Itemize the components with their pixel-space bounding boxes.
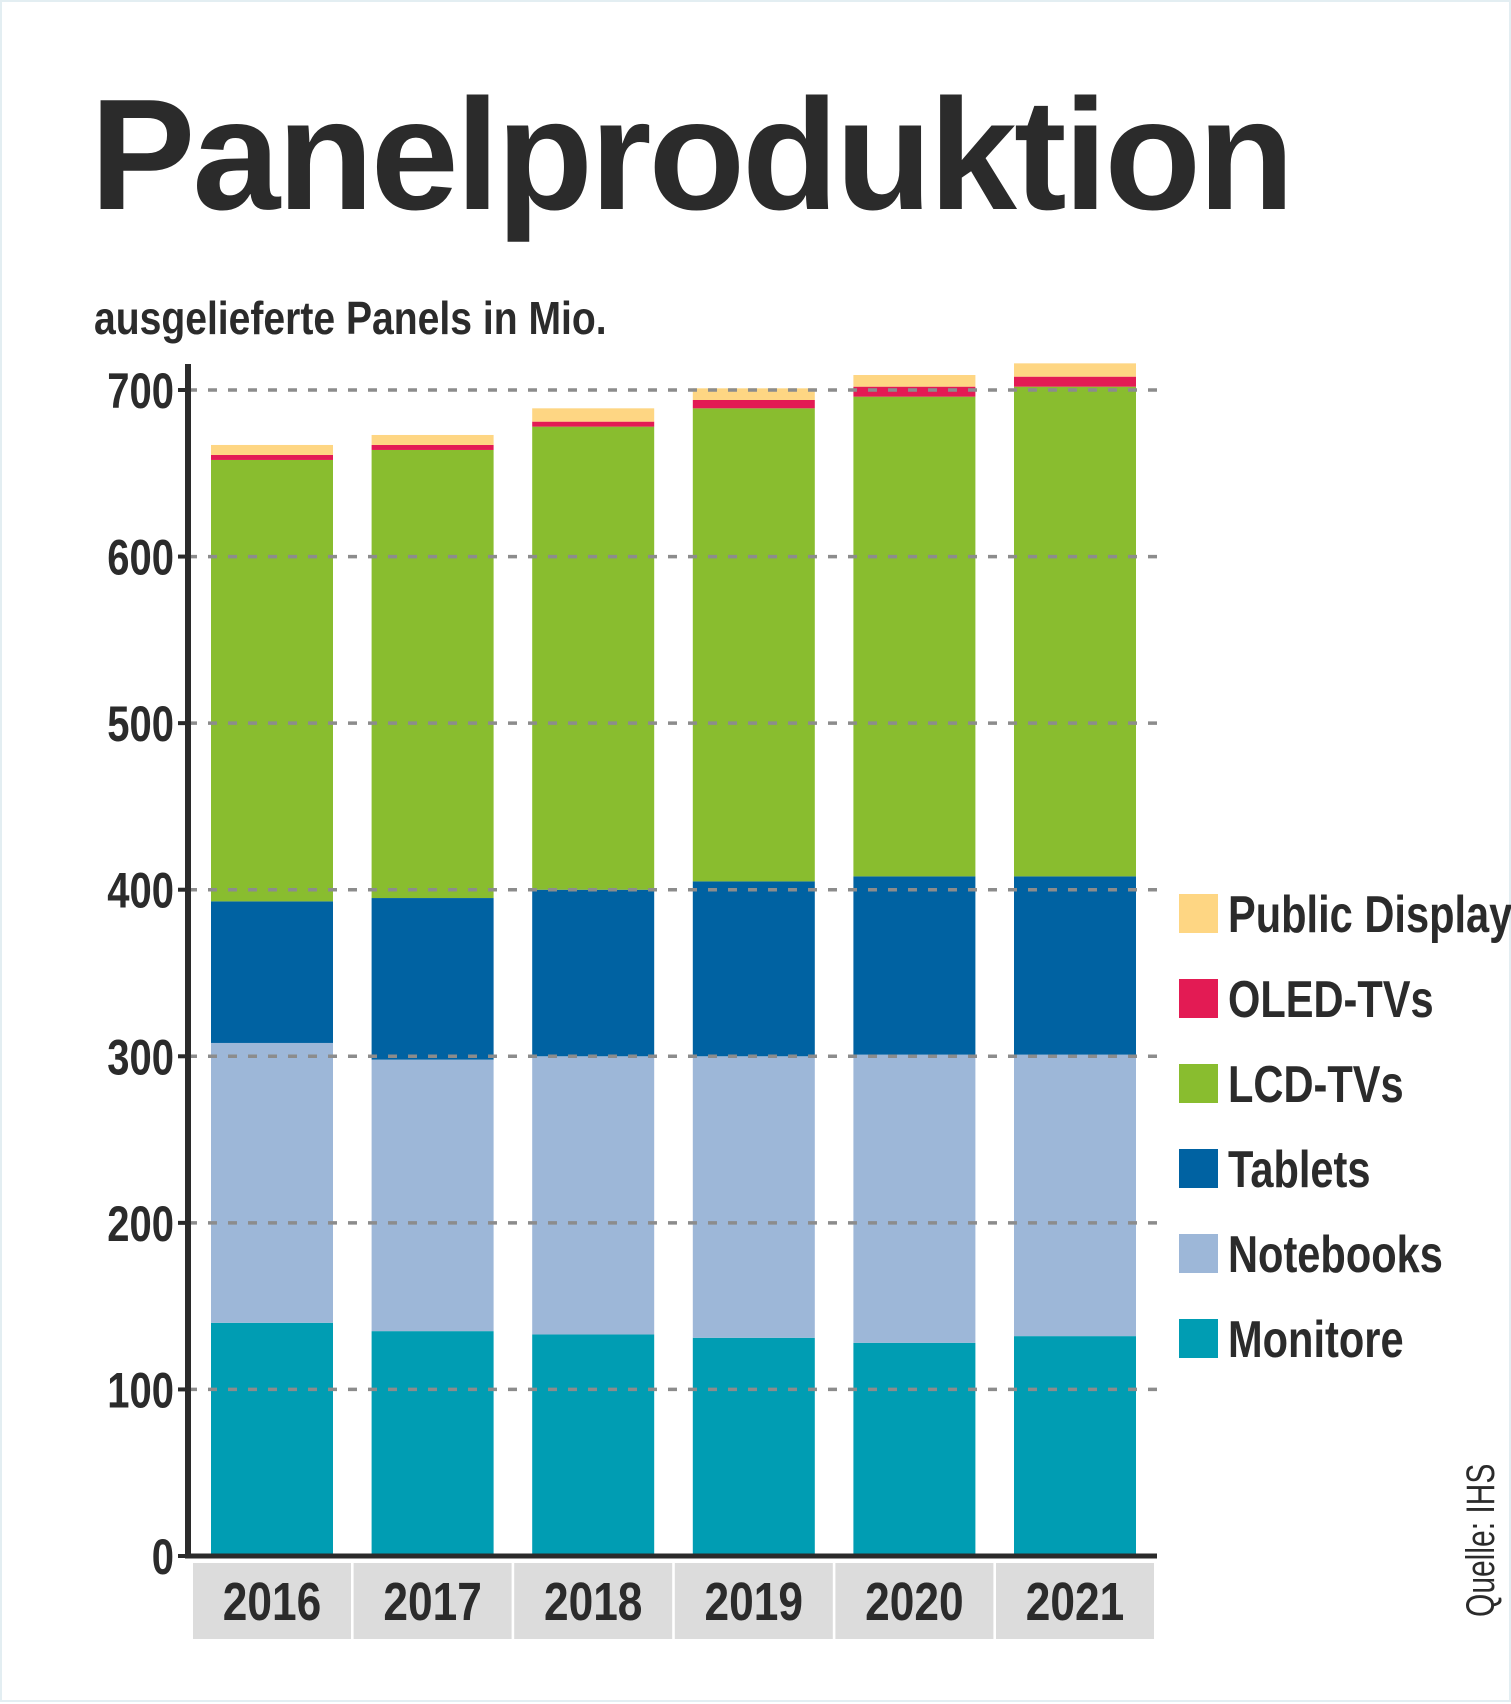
bar-segment-lcd-tvs — [371, 449, 494, 899]
x-category-box — [514, 1563, 673, 1639]
legend-label: Notebooks — [1228, 1225, 1443, 1284]
y-tick-label: 500 — [107, 696, 174, 752]
legend-item: Monitore — [1179, 1310, 1404, 1369]
y-tick-label: 600 — [107, 529, 174, 585]
bar-segment-public-displays — [532, 408, 655, 422]
legend-label: Tablets — [1228, 1140, 1371, 1199]
legend-item: Tablets — [1179, 1140, 1371, 1199]
bar-segment-notebooks — [211, 1042, 333, 1323]
chart-subtitle: ausgelieferte Panels in Mio. — [94, 293, 607, 345]
bar-segment-notebooks — [853, 1054, 976, 1343]
bar-segment-lcd-tvs — [211, 459, 333, 902]
legend-item: Notebooks — [1179, 1225, 1443, 1284]
legend-label: OLED-TVs — [1228, 970, 1434, 1029]
x-tick-label: 2019 — [705, 1572, 803, 1632]
chart-title: Panelproduktion — [90, 67, 1292, 243]
legend-swatch — [1179, 1234, 1218, 1273]
bar-segment-monitore — [853, 1342, 976, 1556]
x-category-box — [193, 1563, 351, 1639]
bar-segment-lcd-tvs — [1014, 386, 1136, 877]
legend-label: LCD-TVs — [1228, 1055, 1404, 1114]
bar-segment-oled-tvs — [371, 444, 494, 450]
x-tick-label: 2017 — [383, 1572, 481, 1632]
bar-segment-monitore — [211, 1322, 333, 1556]
x-category-box — [353, 1563, 512, 1639]
bar-segment-lcd-tvs — [532, 426, 655, 890]
y-tick-label: 700 — [107, 363, 174, 419]
y-tick-label: 300 — [107, 1029, 174, 1085]
x-tick-label: 2021 — [1026, 1572, 1124, 1632]
legend-label: Monitore — [1228, 1310, 1404, 1369]
bar-segment-notebooks — [1014, 1054, 1136, 1337]
bar-segment-monitore — [371, 1331, 494, 1556]
bar-segment-public-displays — [853, 375, 976, 387]
legend-item: Public Displays — [1179, 885, 1511, 944]
bar-segment-tablets — [371, 898, 494, 1060]
bar-segment-tablets — [532, 889, 655, 1057]
x-category-box — [835, 1563, 994, 1639]
legend-swatch — [1179, 979, 1218, 1018]
bar-segment-tablets — [211, 901, 333, 1043]
y-tick-label: 400 — [107, 862, 174, 918]
bar-segment-oled-tvs — [1014, 376, 1136, 387]
bar-segment-notebooks — [532, 1056, 655, 1335]
bar-segment-tablets — [692, 881, 815, 1057]
legend-item: OLED-TVs — [1179, 970, 1434, 1029]
x-category-box — [996, 1563, 1154, 1639]
bar-segment-notebooks — [371, 1059, 494, 1332]
legend-swatch — [1179, 1319, 1218, 1358]
y-tick-label: 200 — [107, 1196, 174, 1252]
bar-segment-oled-tvs — [532, 421, 655, 427]
x-category-box — [674, 1563, 833, 1639]
source-note: Quelle: IHS — [1459, 1464, 1503, 1617]
legend-item: LCD-TVs — [1179, 1055, 1404, 1114]
bar-segment-public-displays — [692, 388, 815, 400]
bar-segment-notebooks — [692, 1056, 815, 1338]
bar-segment-oled-tvs — [692, 399, 815, 409]
legend-label: Public Displays — [1228, 885, 1511, 944]
x-tick-label: 2020 — [865, 1572, 963, 1632]
bar-segment-lcd-tvs — [692, 408, 815, 882]
y-tick-label: 0 — [152, 1529, 174, 1585]
bar-segment-tablets — [1014, 876, 1136, 1055]
y-tick-label: 100 — [107, 1362, 174, 1418]
x-tick-label: 2018 — [544, 1572, 642, 1632]
legend-swatch — [1179, 1149, 1218, 1188]
legend-swatch — [1179, 1064, 1218, 1103]
bar-segment-lcd-tvs — [853, 396, 976, 877]
bar-segment-public-displays — [371, 434, 494, 445]
bar-segment-monitore — [692, 1337, 815, 1556]
legend-swatch — [1179, 894, 1218, 933]
bar-segment-public-displays — [1014, 363, 1136, 377]
bar-segment-tablets — [853, 876, 976, 1055]
bar-segment-monitore — [1014, 1336, 1136, 1556]
bar-segment-monitore — [532, 1334, 655, 1556]
bar-segment-oled-tvs — [211, 454, 333, 460]
x-tick-label: 2016 — [223, 1572, 321, 1632]
bar-segment-public-displays — [211, 444, 333, 455]
